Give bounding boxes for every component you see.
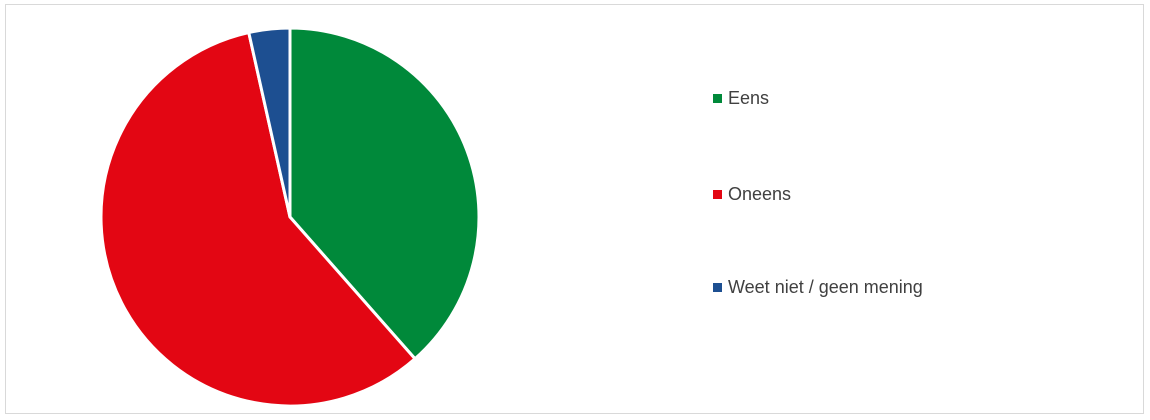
legend-swatch-weet-niet [713,282,722,292]
chart-legend: Eens Oneens Weet niet / geen mening [713,5,1133,415]
pie-slice-eens [288,26,481,361]
legend-item-eens: Eens [713,87,769,109]
legend-item-oneens: Oneens [713,183,791,205]
pie-slice-weet-niet-geen-mening [247,26,292,219]
legend-label-eens: Eens [728,87,770,108]
legend-item-weet-niet: Weet niet / geen mening [713,276,923,298]
chart-area: Eens Oneens Weet niet / geen mening [5,4,1144,414]
pie-chart [99,26,481,408]
legend-label-weet-niet: Weet niet / geen mening [728,276,923,297]
legend-swatch-oneens [713,189,722,199]
legend-swatch-eens [713,93,722,103]
pie-slice-oneens [99,31,417,408]
legend-label-oneens: Oneens [728,183,792,204]
